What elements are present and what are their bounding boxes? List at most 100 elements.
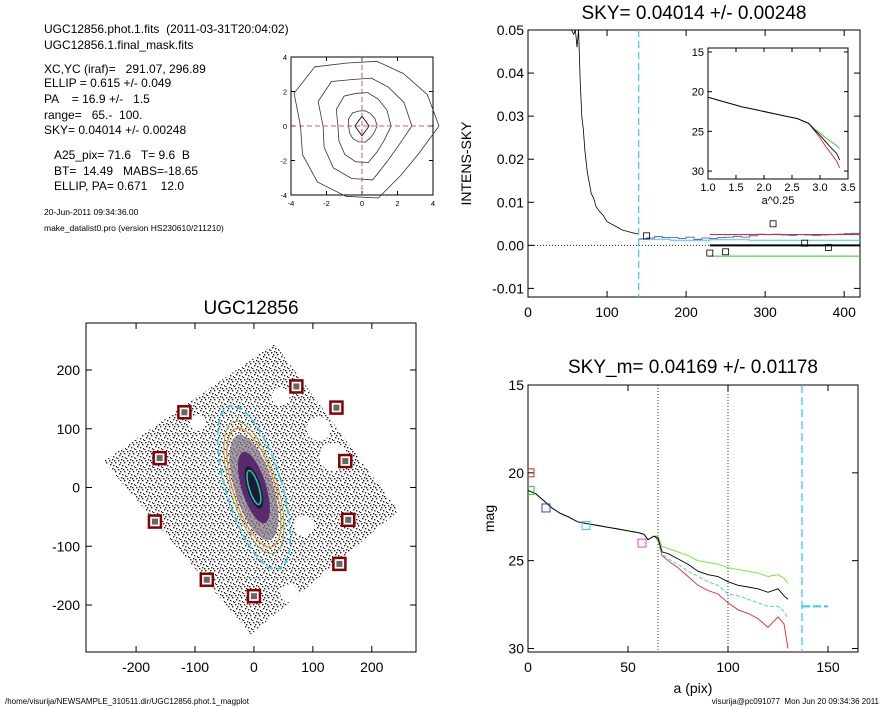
mag-marker-red [528, 468, 535, 478]
sky-box-fill [203, 576, 210, 583]
mag-cyan-profile [528, 489, 789, 619]
ellip-pa-readout: ELLIP, PA= 0.671 12.0 [54, 179, 184, 193]
footer-path: /home/visurija/NEWSAMPLE_310511.dir/UGC1… [5, 697, 249, 706]
sky-y-label: INTENS-SKY [458, 121, 474, 206]
sky-sample-marker [722, 248, 730, 256]
masked-star [174, 607, 193, 626]
sky-x-tick-label: 100 [595, 304, 619, 320]
range-readout: range= 65.- 100. [44, 108, 143, 122]
image-x-tick-label: 0 [250, 659, 258, 675]
masked-star [306, 416, 331, 441]
mag-marker-blue [541, 503, 551, 513]
mag-y-tick-label: 20 [508, 465, 524, 481]
contour-line [335, 92, 392, 163]
sky-y-tick-label: 0.04 [497, 65, 524, 81]
sky-y-tick-label: 0.01 [497, 194, 524, 210]
sky-sample-marker [643, 232, 650, 240]
sky-box-fill [250, 593, 257, 600]
center-readout: XC,YC (iraf)= 291.07, 296.89 [44, 62, 206, 76]
sky-title: SKY= 0.04014 +/- 0.00248 [581, 3, 806, 24]
date-stamp: 20-Jun-2011 09:34:36.00 [44, 207, 139, 217]
sky-readout: SKY= 0.04014 +/- 0.00248 [44, 123, 187, 137]
program-stamp: make_datalist0.pro (version HS230610/211… [44, 223, 224, 233]
masked-star [149, 533, 170, 554]
image-y-tick-label: 200 [57, 362, 81, 378]
mag-green-profile [528, 489, 789, 584]
contour-core [354, 115, 370, 137]
ellip-readout: ELLIP = 0.615 +/- 0.049 [44, 76, 172, 90]
mag-x-label: a (pix) [674, 680, 713, 696]
sky-box-fill [345, 516, 352, 523]
sky-x-tick-label: 400 [833, 304, 857, 320]
contour-x-tick-label: -2 [323, 199, 330, 208]
image-y-tick-label: 0 [72, 480, 80, 496]
sky-step-cyan [638, 238, 860, 241]
mag-y-tick-label: 25 [508, 553, 524, 569]
contour-x-tick-label: 0 [360, 199, 364, 208]
mag-title: SKY_m= 0.04169 +/- 0.01178 [568, 357, 818, 378]
inset-black-profile [707, 96, 841, 161]
sky-box-fill [336, 560, 343, 567]
contour-y-tick-label: 4 [283, 53, 287, 62]
image-y-tick-label: -100 [52, 538, 80, 554]
masked-star [153, 557, 178, 582]
galaxy-core [244, 466, 264, 509]
contour-y-tick-label: 0 [283, 122, 287, 131]
sky-x-tick-label: 300 [753, 304, 777, 320]
mag-panel: SKY_m= 0.04169 +/- 0.01178 mag a (pix) 0 50 1… [481, 357, 859, 696]
mag-y-tick-label: 15 [508, 377, 524, 393]
file-name: UGC12856.phot.1.fits (2011-03-31T20:04:0… [44, 22, 289, 36]
masked-star [164, 389, 185, 410]
inset-x-label: a^0.25 [762, 195, 795, 207]
mask-file-name: UGC12856.1.final_mask.fits [44, 38, 194, 52]
footer-user: visurija@pc091077 Mon Jun 20 09:34:36 20… [711, 697, 879, 706]
sky-x-tick-label: 0 [524, 304, 532, 320]
inset-background [708, 48, 848, 179]
bt-readout: BT= 14.49 MABS=-18.65 [54, 164, 199, 178]
sky-box-fill [181, 409, 188, 416]
inset-y-tick-label: 30 [692, 166, 704, 178]
masked-band [360, 323, 416, 412]
sky-x-tick-label: 200 [674, 304, 698, 320]
sky-sample-marker [801, 239, 809, 247]
galaxy-iso-green [223, 420, 285, 555]
mag-plot-area [528, 385, 828, 652]
contour-panel: -4-4 -2 -2 0 0 2 2 4 4 [280, 53, 440, 208]
inset-x-tick-label: 1.5 [728, 182, 743, 194]
masked-star [280, 584, 299, 603]
sky-sample-marker [769, 220, 777, 228]
inset-y-tick-label: 25 [692, 126, 704, 138]
mag-marker-magenta [637, 538, 647, 548]
mag-x-tick-label: 100 [716, 659, 740, 675]
sky-inset: 1.0 1.5 2.0 2.5 3.0 3.5 15 20 25 30 a^0.25 [692, 47, 856, 207]
sky-y-tick-label: 0.03 [497, 108, 524, 124]
sky-box-fill [333, 404, 340, 411]
image-x-tick-label: 100 [301, 659, 325, 675]
contour-x-tick-label: 4 [431, 199, 435, 208]
mag-marker-green [528, 485, 535, 495]
sky-box-fill [342, 458, 349, 465]
sky-frame [527, 29, 861, 298]
galaxy-iso-inner [246, 469, 262, 506]
image-panel: UGC12856 -200 -100 0 100 200 -200 -100 0 100 200 [52, 298, 417, 675]
sky-y-tick-label: -0.01 [492, 280, 524, 296]
image-x-tick-label: -100 [181, 659, 209, 675]
sky-y-tick-label: 0.05 [497, 22, 524, 38]
sky-plot-area [528, 30, 860, 297]
inset-x-tick-label: 1.0 [700, 182, 715, 194]
inset-y-tick-label: 15 [692, 47, 704, 59]
image-y-tick-label: -200 [52, 597, 80, 613]
intensity-profile [571, 30, 639, 235]
sky-panel: SKY= 0.04014 +/- 0.00248 INTENS-SKY 0 100 20… [458, 3, 861, 320]
galaxy-iso-orange [226, 427, 282, 548]
image-y-tick-label: 100 [57, 421, 81, 437]
contour-y-tick-label: -4 [280, 191, 287, 200]
mag-frame [527, 384, 859, 653]
inset-frame [707, 47, 849, 180]
sky-sample-marker [706, 249, 714, 257]
pa-readout: PA = 16.9 +/- 1.5 [44, 92, 150, 106]
contour-x-tick-label: -4 [288, 199, 295, 208]
contour-line [348, 110, 378, 143]
mag-x-tick-label: 0 [524, 659, 532, 675]
